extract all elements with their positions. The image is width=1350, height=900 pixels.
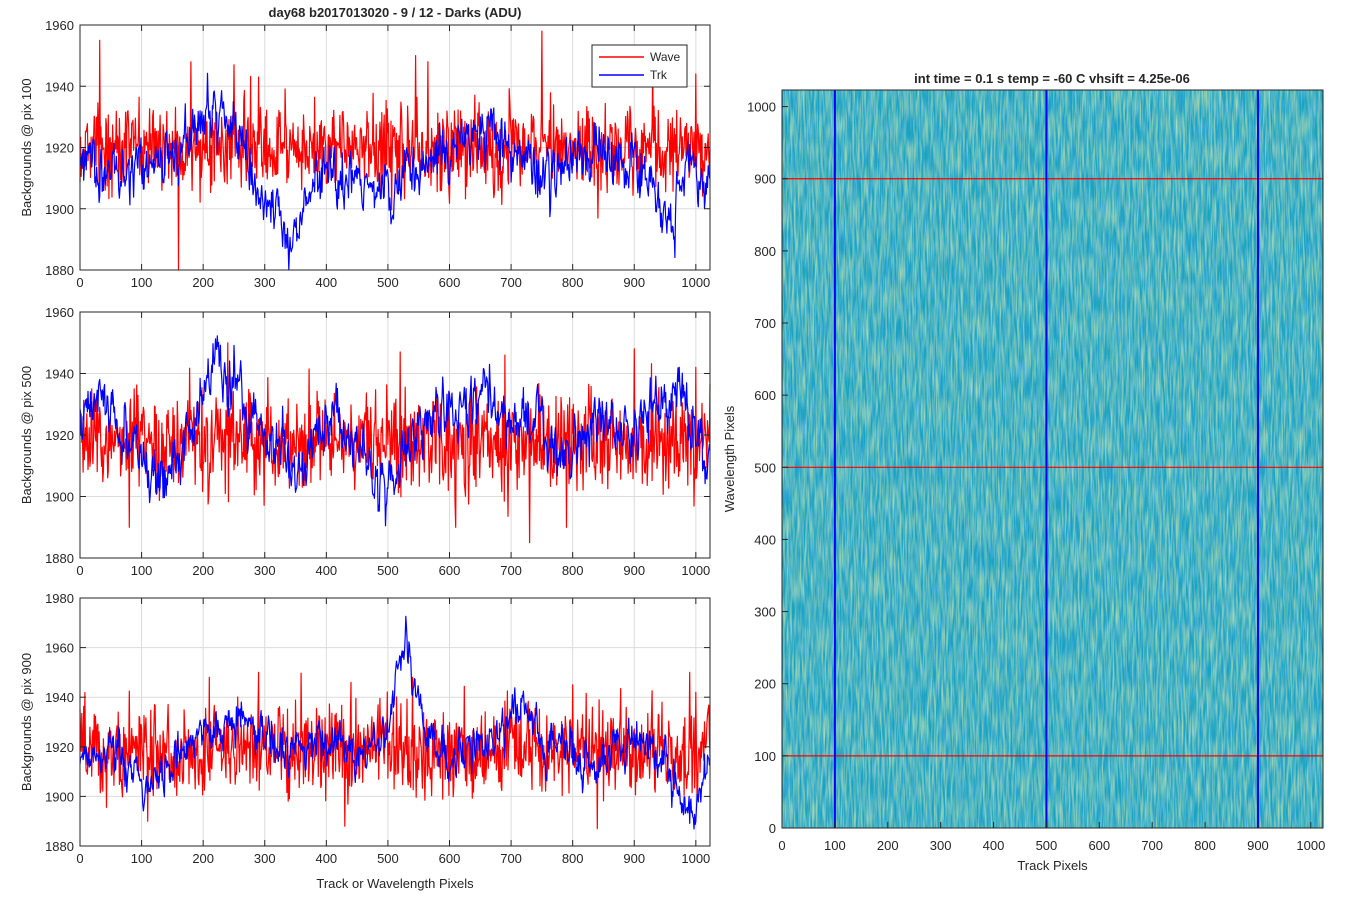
x-tick-label: 400 xyxy=(983,838,1005,853)
heatmap-title: int time = 0.1 s temp = -60 C vhsift = 4… xyxy=(914,71,1190,86)
x-tick-label: 1000 xyxy=(681,563,710,578)
x-tick-label: 0 xyxy=(76,275,83,290)
x-tick-label: 300 xyxy=(254,851,276,866)
legend: Wave Trk xyxy=(591,44,688,88)
line-panel-pix-500: 0 100 200 300 400 500 600 700 800 900 1000 1880 1900… xyxy=(19,305,711,578)
legend-label-wave: Wave xyxy=(650,50,681,64)
x-tick-label: 100 xyxy=(131,563,153,578)
series-line-wave xyxy=(79,30,711,271)
y-tick-label: 1900 xyxy=(45,789,74,804)
x-tick-label: 900 xyxy=(623,563,645,578)
x-tick-label: 700 xyxy=(500,563,522,578)
y-tick-label: 500 xyxy=(754,460,776,475)
x-tick-label: 900 xyxy=(623,851,645,866)
x-tick-label: 700 xyxy=(1141,838,1163,853)
legend-box xyxy=(591,44,688,88)
series-line-trk xyxy=(79,615,711,830)
x-tick-label: 900 xyxy=(1247,838,1269,853)
y-tick-label: 1960 xyxy=(45,305,74,320)
y-tick-label: 1880 xyxy=(45,263,74,278)
y-tick-label: 1980 xyxy=(45,591,74,606)
y-tick-label: 1000 xyxy=(747,100,776,115)
x-tick-label: 0 xyxy=(76,851,83,866)
x-tick-label: 400 xyxy=(315,851,337,866)
x-tick-label: 100 xyxy=(131,851,153,866)
x-tick-label: 300 xyxy=(254,563,276,578)
y-tick-label: 1920 xyxy=(45,428,74,443)
figure-title: day68 b2017013020 - 9 / 12 - Darks (ADU) xyxy=(269,5,522,20)
y-tick-label: 400 xyxy=(754,532,776,547)
heatmap-axes-box xyxy=(781,89,1324,829)
x-tick-label: 700 xyxy=(500,275,522,290)
x-tick-label: 100 xyxy=(824,838,846,853)
y-tick-label: 0 xyxy=(769,821,776,836)
x-tick-label: 500 xyxy=(377,275,399,290)
y-axis-label: Backgrounds @ pix 900 xyxy=(19,653,34,791)
x-tick-label: 300 xyxy=(930,838,952,853)
x-tick-label: 200 xyxy=(192,851,214,866)
x-tick-label: 100 xyxy=(131,275,153,290)
y-axis-label: Backgrounds @ pix 100 xyxy=(19,78,34,216)
plot-area xyxy=(80,598,710,846)
heatmap-image xyxy=(782,90,1323,828)
y-tick-label: 1940 xyxy=(45,690,74,705)
series-line-trk xyxy=(79,72,711,271)
x-tick-label: 400 xyxy=(315,275,337,290)
y-tick-label: 1920 xyxy=(45,141,74,156)
heatmap-panel: int time = 0.1 s temp = -60 C vhsift = 4… xyxy=(722,71,1325,873)
x-tick-label: 800 xyxy=(562,851,584,866)
x-tick-label: 900 xyxy=(623,275,645,290)
series-line-wave xyxy=(79,671,711,830)
legend-label-trk: Trk xyxy=(650,68,668,82)
y-tick-label: 800 xyxy=(754,244,776,259)
x-tick-label: 0 xyxy=(778,838,785,853)
y-tick-label: 300 xyxy=(754,605,776,620)
x-tick-label: 200 xyxy=(877,838,899,853)
x-tick-label: 1000 xyxy=(681,851,710,866)
series-line-trk xyxy=(79,335,711,527)
y-tick-label: 1940 xyxy=(45,367,74,382)
y-tick-label: 900 xyxy=(754,172,776,187)
x-axis-label: Track or Wavelength Pixels xyxy=(316,876,474,891)
heatmap-texture-high xyxy=(782,90,1323,828)
y-tick-label: 1900 xyxy=(45,202,74,217)
axes-box xyxy=(79,597,711,847)
x-tick-label: 200 xyxy=(192,563,214,578)
x-tick-label: 700 xyxy=(500,851,522,866)
x-tick-label: 1000 xyxy=(681,275,710,290)
y-tick-label: 1900 xyxy=(45,490,74,505)
y-tick-label: 100 xyxy=(754,749,776,764)
x-tick-label: 600 xyxy=(439,851,461,866)
y-tick-label: 700 xyxy=(754,316,776,331)
x-tick-label: 500 xyxy=(377,563,399,578)
x-tick-label: 300 xyxy=(254,275,276,290)
x-tick-label: 200 xyxy=(192,275,214,290)
x-tick-label: 0 xyxy=(76,563,83,578)
x-tick-label: 500 xyxy=(1036,838,1058,853)
x-tick-label: 400 xyxy=(315,563,337,578)
x-tick-label: 600 xyxy=(439,563,461,578)
x-tick-label: 800 xyxy=(1194,838,1216,853)
x-tick-label: 500 xyxy=(377,851,399,866)
x-tick-label: 800 xyxy=(562,275,584,290)
y-axis-label: Wavelength Pixels xyxy=(722,405,737,512)
y-tick-label: 1960 xyxy=(45,18,74,33)
y-tick-label: 1880 xyxy=(45,551,74,566)
y-tick-label: 1880 xyxy=(45,839,74,854)
y-tick-label: 200 xyxy=(754,677,776,692)
y-tick-label: 1960 xyxy=(45,641,74,656)
x-axis-label: Track Pixels xyxy=(1017,858,1088,873)
y-tick-label: 1920 xyxy=(45,740,74,755)
x-tick-label: 800 xyxy=(562,563,584,578)
y-tick-label: 600 xyxy=(754,388,776,403)
y-tick-label: 1940 xyxy=(45,79,74,94)
x-tick-label: 600 xyxy=(439,275,461,290)
line-panel-pix-900: 0 100 200 300 400 500 600 700 800 900 1000 1880 1900… xyxy=(19,591,711,891)
y-axis-label: Backgrounds @ pix 500 xyxy=(19,366,34,504)
x-tick-label: 600 xyxy=(1088,838,1110,853)
x-tick-label: 1000 xyxy=(1296,838,1325,853)
